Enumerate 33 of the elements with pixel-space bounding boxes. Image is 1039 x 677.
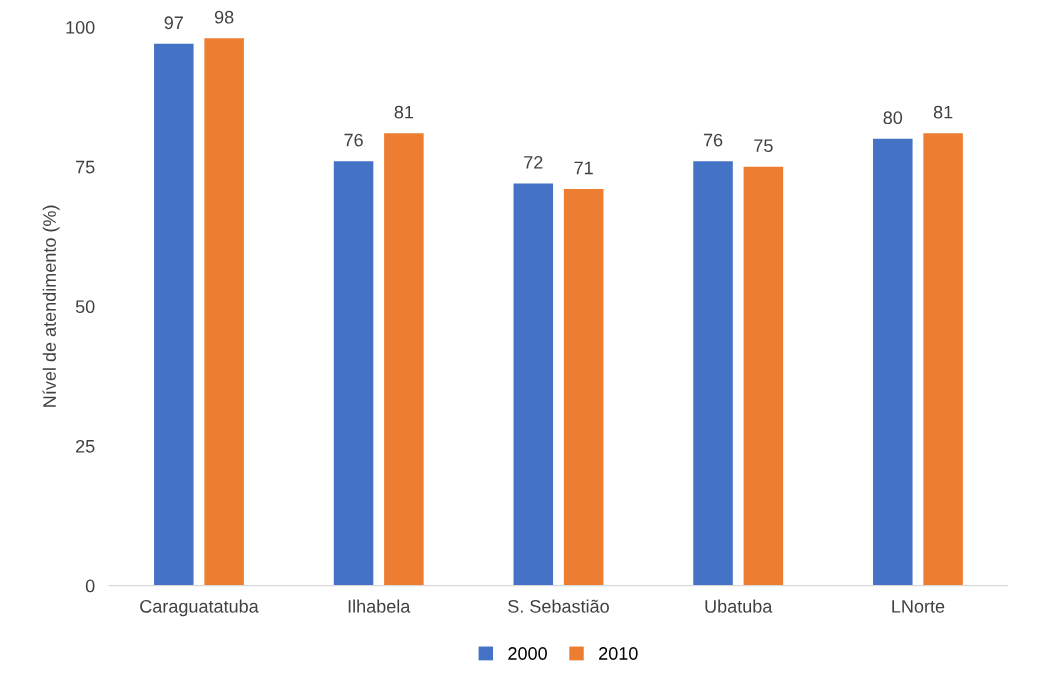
x-tick-label: LNorte	[892, 600, 945, 613]
x-tick-label: Caraguatatuba	[140, 599, 259, 617]
bar	[563, 189, 604, 586]
legend-label: 2000	[508, 647, 547, 660]
bar	[873, 138, 913, 586]
legend-label: 2010	[599, 647, 638, 660]
data-label: 80	[883, 111, 903, 125]
data-label: 72	[524, 156, 543, 169]
bar	[384, 133, 424, 586]
y-axis-title: Nível de atendimento (%)	[42, 205, 60, 407]
data-label: 71	[574, 161, 593, 175]
bar	[333, 161, 374, 586]
y-tick-label: 0	[85, 579, 95, 593]
bar	[923, 133, 963, 586]
bar	[204, 38, 244, 586]
y-tick-label: 25	[76, 439, 95, 453]
x-tick-label: Ubatuba	[705, 599, 773, 613]
x-tick-label: S. Sebastião	[508, 599, 609, 613]
bar	[513, 183, 554, 586]
data-label: 97	[164, 16, 183, 30]
y-tick-label: 50	[75, 300, 95, 314]
data-label: 81	[933, 105, 953, 119]
data-label: 76	[703, 133, 723, 147]
data-label: 81	[394, 105, 414, 119]
bar	[693, 161, 733, 586]
x-tick-label: Ilhabela	[348, 599, 411, 613]
y-tick-label: 75	[76, 160, 95, 174]
data-label: 76	[344, 133, 363, 147]
bar	[743, 166, 784, 586]
bar	[154, 43, 194, 586]
data-label: 75	[754, 139, 773, 153]
y-tick-label: 100	[66, 21, 95, 34]
data-label: 98	[214, 10, 234, 24]
